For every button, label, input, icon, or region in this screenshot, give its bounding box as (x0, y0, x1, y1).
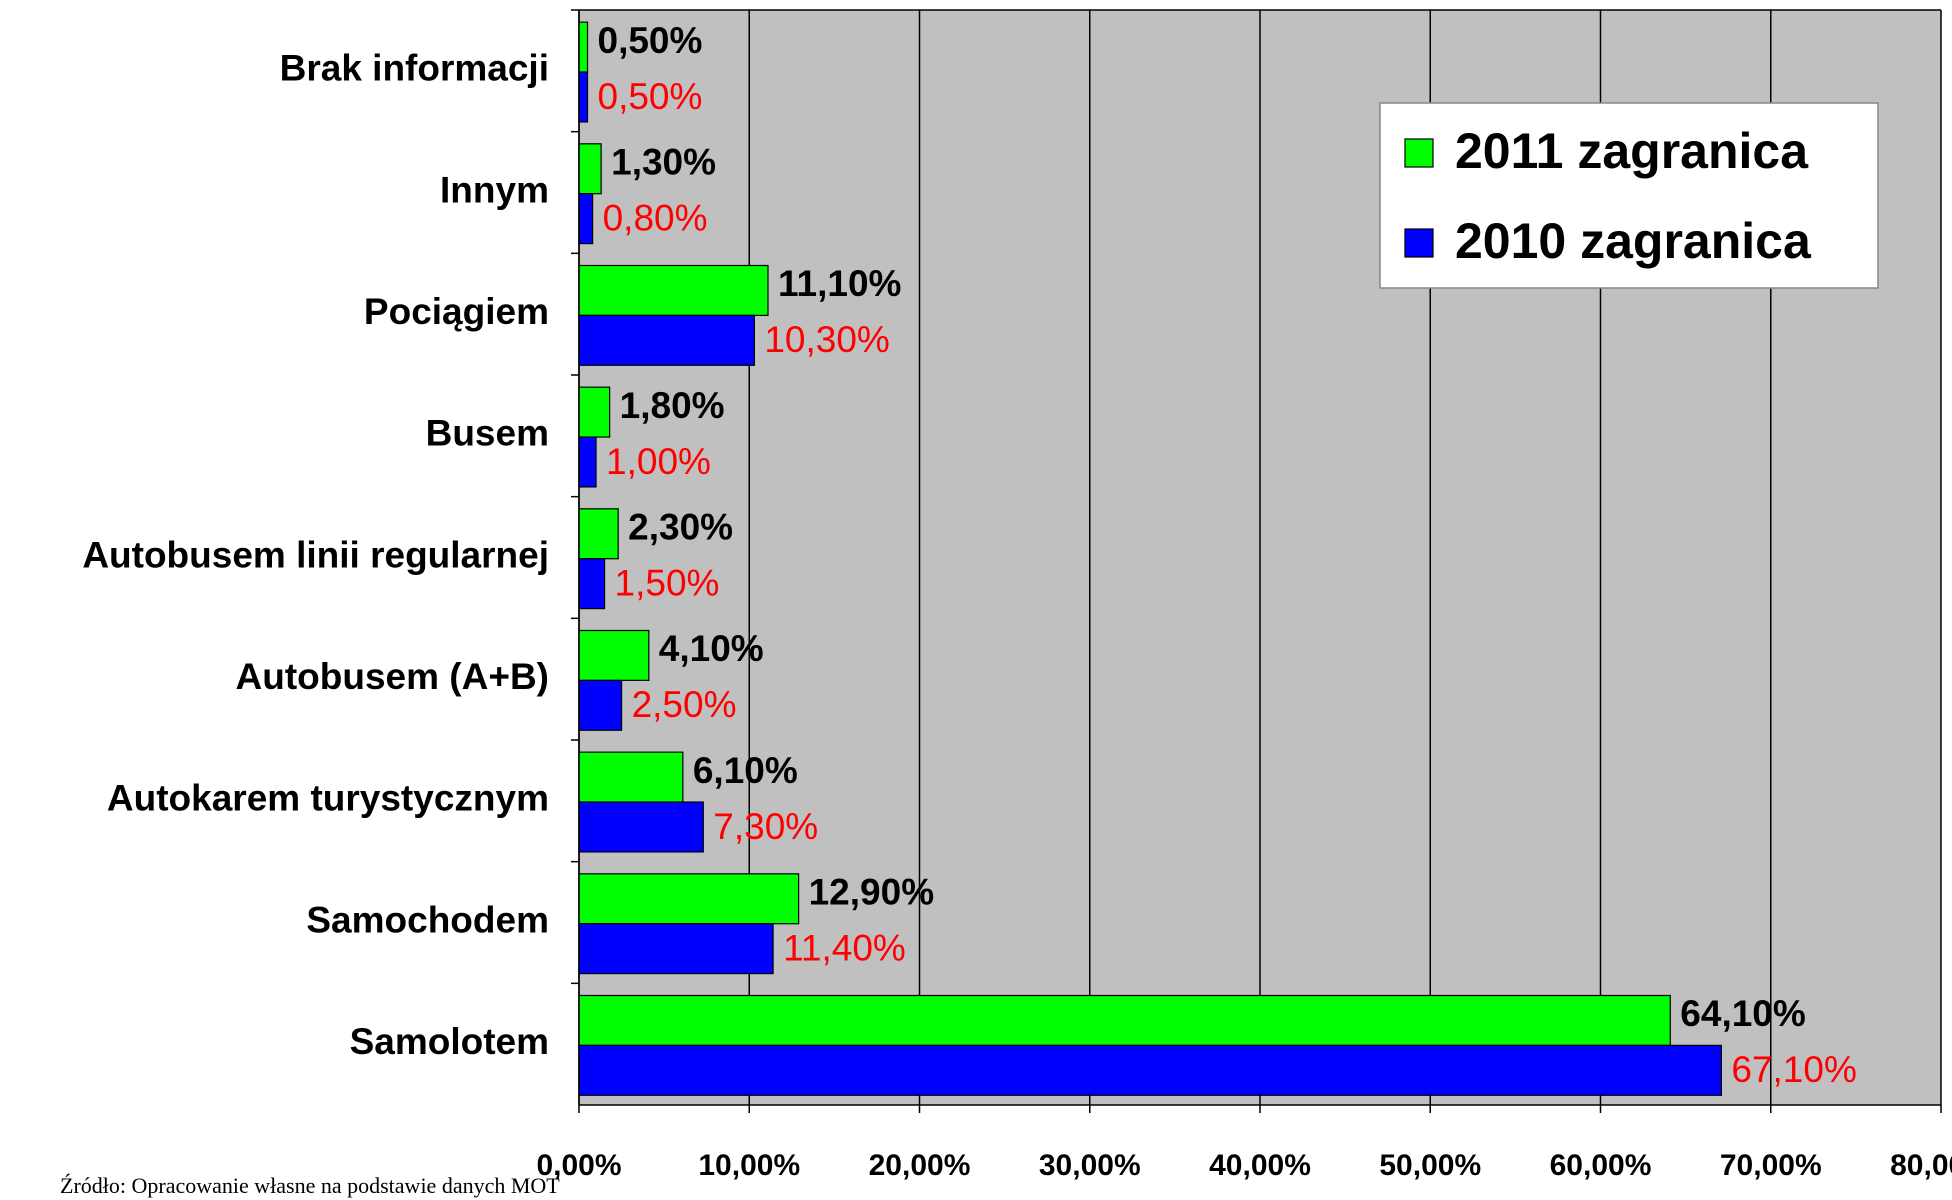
value-label: 1,00% (606, 441, 711, 482)
value-label: 2,30% (628, 507, 733, 548)
value-label: 1,80% (620, 385, 725, 426)
bar (578, 436, 597, 488)
bar (578, 143, 602, 195)
bar (578, 193, 594, 245)
x-tick-label: 20,00% (869, 1149, 971, 1182)
bar (578, 71, 589, 123)
bar (578, 21, 589, 73)
y-tick-label: Busem (426, 413, 549, 454)
value-label: 2,50% (632, 684, 737, 725)
bar (578, 264, 769, 316)
y-tick-label: Samochodem (306, 899, 549, 940)
bar (578, 801, 704, 853)
legend-swatch (1404, 138, 1434, 168)
y-tick-label: Autobusem linii regularnej (82, 534, 549, 575)
x-tick-label: 60,00% (1550, 1149, 1652, 1182)
value-label: 7,30% (713, 806, 818, 847)
value-label: 1,50% (615, 562, 720, 603)
bar (578, 314, 755, 366)
y-tick-label: Autokarem turystycznym (107, 778, 549, 819)
x-tick-label: 30,00% (1039, 1149, 1141, 1182)
legend-box (1379, 102, 1879, 289)
x-tick-label: 80,00% (1890, 1149, 1952, 1182)
value-label: 12,90% (809, 872, 935, 913)
x-tick-label: 40,00% (1209, 1149, 1311, 1182)
bar (578, 751, 684, 803)
bar (578, 1044, 1722, 1096)
x-tick-label: 10,00% (698, 1149, 800, 1182)
value-label: 0,80% (603, 197, 708, 238)
bar (578, 629, 650, 681)
value-label: 4,10% (659, 628, 764, 669)
value-label: 67,10% (1731, 1049, 1857, 1090)
bar (578, 994, 1671, 1046)
bar (578, 923, 774, 975)
value-label: 10,30% (764, 319, 890, 360)
bar (578, 508, 619, 560)
source-note: Źródło: Opracowanie własne na podstawie … (60, 1173, 560, 1198)
value-label: 11,40% (783, 927, 906, 968)
value-label: 6,10% (693, 750, 798, 791)
y-tick-label: Autobusem (A+B) (236, 656, 549, 697)
y-tick-label: Innym (440, 169, 549, 210)
value-label: 64,10% (1680, 993, 1806, 1034)
value-label: 0,50% (598, 20, 703, 61)
y-tick-label: Pociągiem (364, 291, 549, 332)
value-label: 11,10% (778, 263, 901, 304)
x-tick-label: 0,00% (536, 1149, 621, 1182)
x-tick-label: 70,00% (1720, 1149, 1822, 1182)
legend-label: 2011 zagranica (1455, 123, 1809, 179)
value-label: 0,50% (598, 76, 703, 117)
bar (578, 558, 606, 610)
bar (578, 873, 800, 925)
legend-label: 2010 zagranica (1455, 213, 1812, 269)
y-tick-label: Samolotem (350, 1021, 549, 1062)
legend-swatch (1404, 228, 1434, 258)
y-tick-label: Brak informacji (280, 48, 549, 89)
bar (578, 386, 611, 438)
bar (578, 679, 623, 731)
value-label: 1,30% (611, 142, 716, 183)
x-tick-label: 50,00% (1379, 1149, 1481, 1182)
